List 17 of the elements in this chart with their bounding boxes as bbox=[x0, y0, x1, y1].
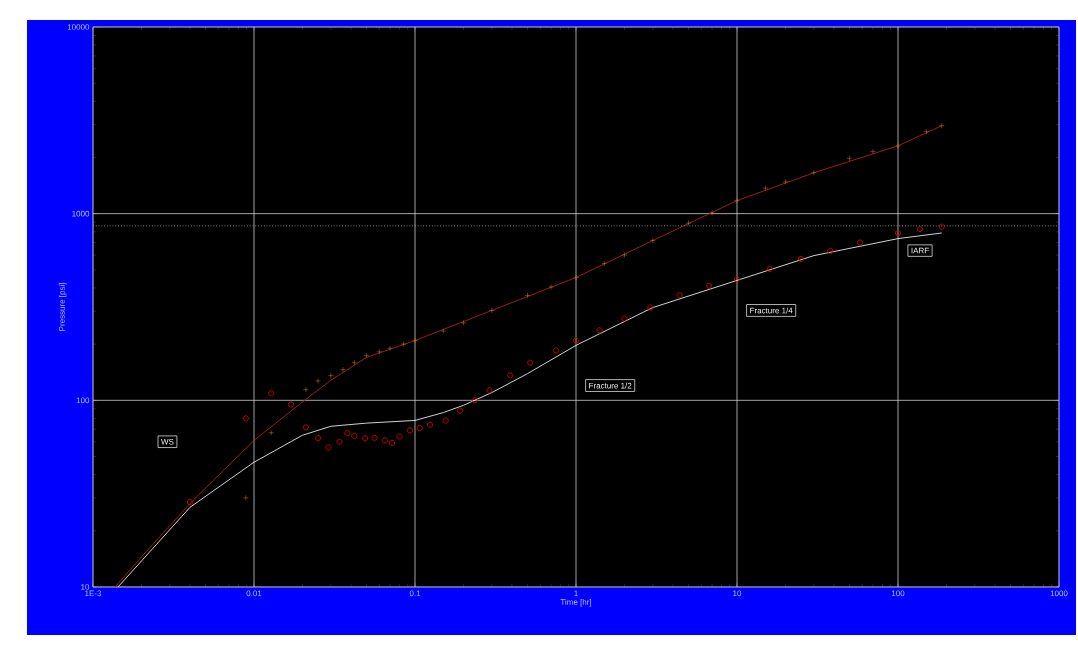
y-tick-label: 100 bbox=[76, 397, 90, 404]
x-tick-label: 0.01 bbox=[246, 590, 262, 597]
x-tick-label: 1 bbox=[574, 590, 578, 597]
x-axis-title: Time [hr] bbox=[560, 599, 592, 607]
x-tick-label: 10 bbox=[733, 590, 742, 597]
x-tick-label: 100 bbox=[891, 590, 905, 597]
y-tick-label: 10000 bbox=[67, 24, 90, 30]
x-tick-label: 1000 bbox=[1050, 590, 1068, 597]
y-tick-label: 1000 bbox=[72, 210, 90, 217]
annotation: IARF bbox=[911, 247, 929, 254]
annotation: WS bbox=[161, 438, 174, 445]
x-tick-label: 0.1 bbox=[409, 590, 421, 597]
annotation: Fracture 1/4 bbox=[750, 307, 793, 314]
annotation: Fracture 1/2 bbox=[589, 382, 632, 389]
y-tick-label: 10 bbox=[81, 584, 90, 590]
y-axis-title: Pressure [psi] bbox=[58, 283, 67, 331]
x-tick-label: 1E-3 bbox=[85, 590, 102, 597]
